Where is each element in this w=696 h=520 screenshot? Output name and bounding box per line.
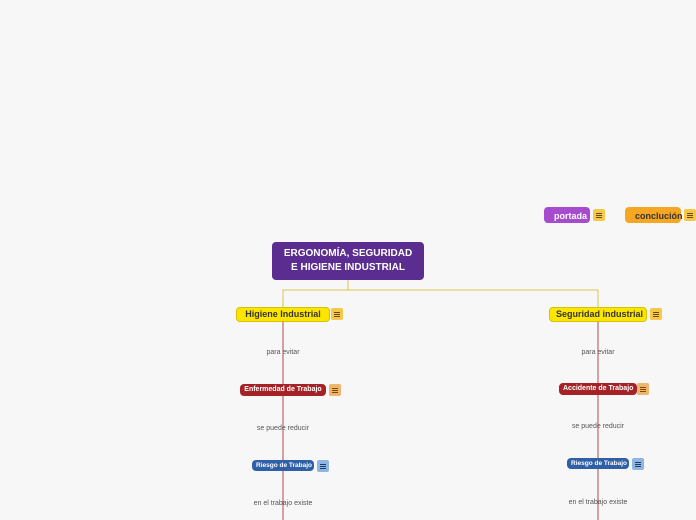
notes-icon[interactable] (593, 209, 605, 221)
node-higiene-industrial[interactable]: Higiene Industrial (236, 307, 330, 322)
edge-label: se puede reducir (572, 423, 624, 430)
notes-icon[interactable] (684, 209, 696, 221)
node-portada[interactable]: portada (544, 207, 590, 223)
node-seguridad-industrial[interactable]: Seguridad industrial (549, 307, 647, 322)
edge-label: se puede reducir (257, 425, 309, 432)
edge-label: en el trabajo existe (254, 500, 313, 507)
node-enfermedad-trabajo[interactable]: Enfermedad de Trabajo (240, 384, 326, 396)
edge-label: para evitar (266, 349, 299, 356)
notes-icon[interactable] (637, 383, 649, 395)
root-node[interactable]: ERGONOMÍA, SEGURIDAD E HIGIENE INDUSTRIA… (272, 242, 424, 280)
root-line2: E HIGIENE INDUSTRIAL (282, 261, 414, 275)
node-conclucion[interactable]: conclución (625, 207, 681, 223)
notes-icon[interactable] (331, 308, 343, 320)
notes-icon[interactable] (317, 460, 329, 472)
notes-icon[interactable] (650, 308, 662, 320)
edge-label: en el trabajo existe (569, 499, 628, 506)
edge-label: para evitar (581, 349, 614, 356)
node-accidente-trabajo[interactable]: Accidente de Trabajo (559, 383, 637, 395)
root-line1: ERGONOMÍA, SEGURIDAD (282, 247, 414, 261)
node-riesgo-trabajo-right[interactable]: Riesgo de Trabajo (567, 458, 629, 469)
notes-icon[interactable] (329, 384, 341, 396)
notes-icon[interactable] (632, 458, 644, 470)
node-riesgo-trabajo-left[interactable]: Riesgo de Trabajo (252, 460, 314, 471)
